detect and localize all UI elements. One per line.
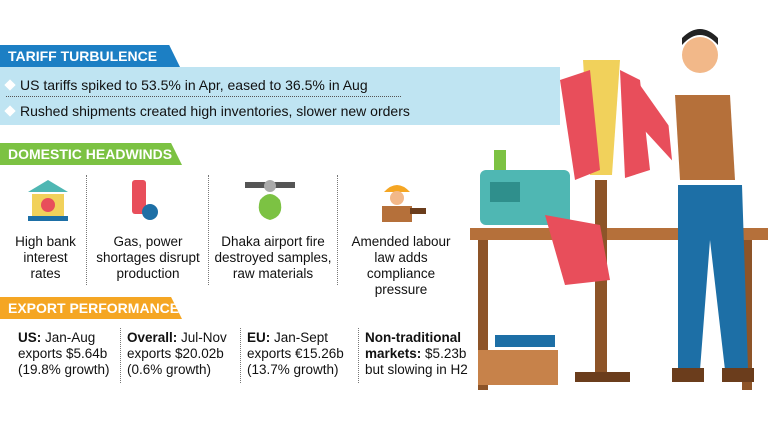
export-text: Jan-Aug exports $5.64b (19.8% growth)	[18, 330, 110, 377]
headwind-label: Gas, power shortages disrupt production	[96, 234, 200, 281]
export-lead: Overall:	[127, 330, 178, 345]
bullet: Rushed shipments created high inventorie…	[20, 103, 410, 119]
section-title: EXPORT PERFORMANCE	[0, 297, 182, 319]
bullet: US tariffs spiked to 53.5% in Apr, eased…	[20, 77, 368, 93]
separator	[337, 175, 338, 285]
export-item: US: Jan-Aug exports $5.64b (19.8% growth…	[18, 330, 118, 378]
headwind-label: High bank interest rates	[15, 234, 76, 281]
export-lead: EU:	[247, 330, 271, 345]
export-item: EU: Jan-Sept exports €15.26b (13.7% grow…	[247, 330, 355, 378]
separator	[208, 175, 209, 285]
section-title: TARIFF TURBULENCE	[0, 45, 180, 67]
headwind-label: Amended labour law adds compliance press…	[351, 234, 451, 297]
export-text: $5.23b but slowing in H2	[365, 346, 468, 377]
export-text: Jul-Nov exports $20.02b (0.6% growth)	[127, 330, 227, 377]
separator	[120, 328, 121, 383]
export-item: Non-traditional markets: $5.23b but slow…	[365, 330, 483, 378]
export-item: Overall: Jul-Nov exports $20.02b (0.6% g…	[127, 330, 235, 378]
export-lead: US:	[18, 330, 42, 345]
separator	[6, 96, 401, 97]
export-lead: Non-traditional markets:	[365, 330, 461, 361]
section-title: DOMESTIC HEADWINDS	[0, 143, 182, 165]
export-text: Jan-Sept exports €15.26b (13.7% growth)	[247, 330, 344, 377]
headwind-label: Dhaka airport fire destroyed samples, ra…	[214, 234, 332, 281]
separator	[240, 328, 241, 383]
separator	[86, 175, 87, 285]
separator	[358, 328, 359, 383]
